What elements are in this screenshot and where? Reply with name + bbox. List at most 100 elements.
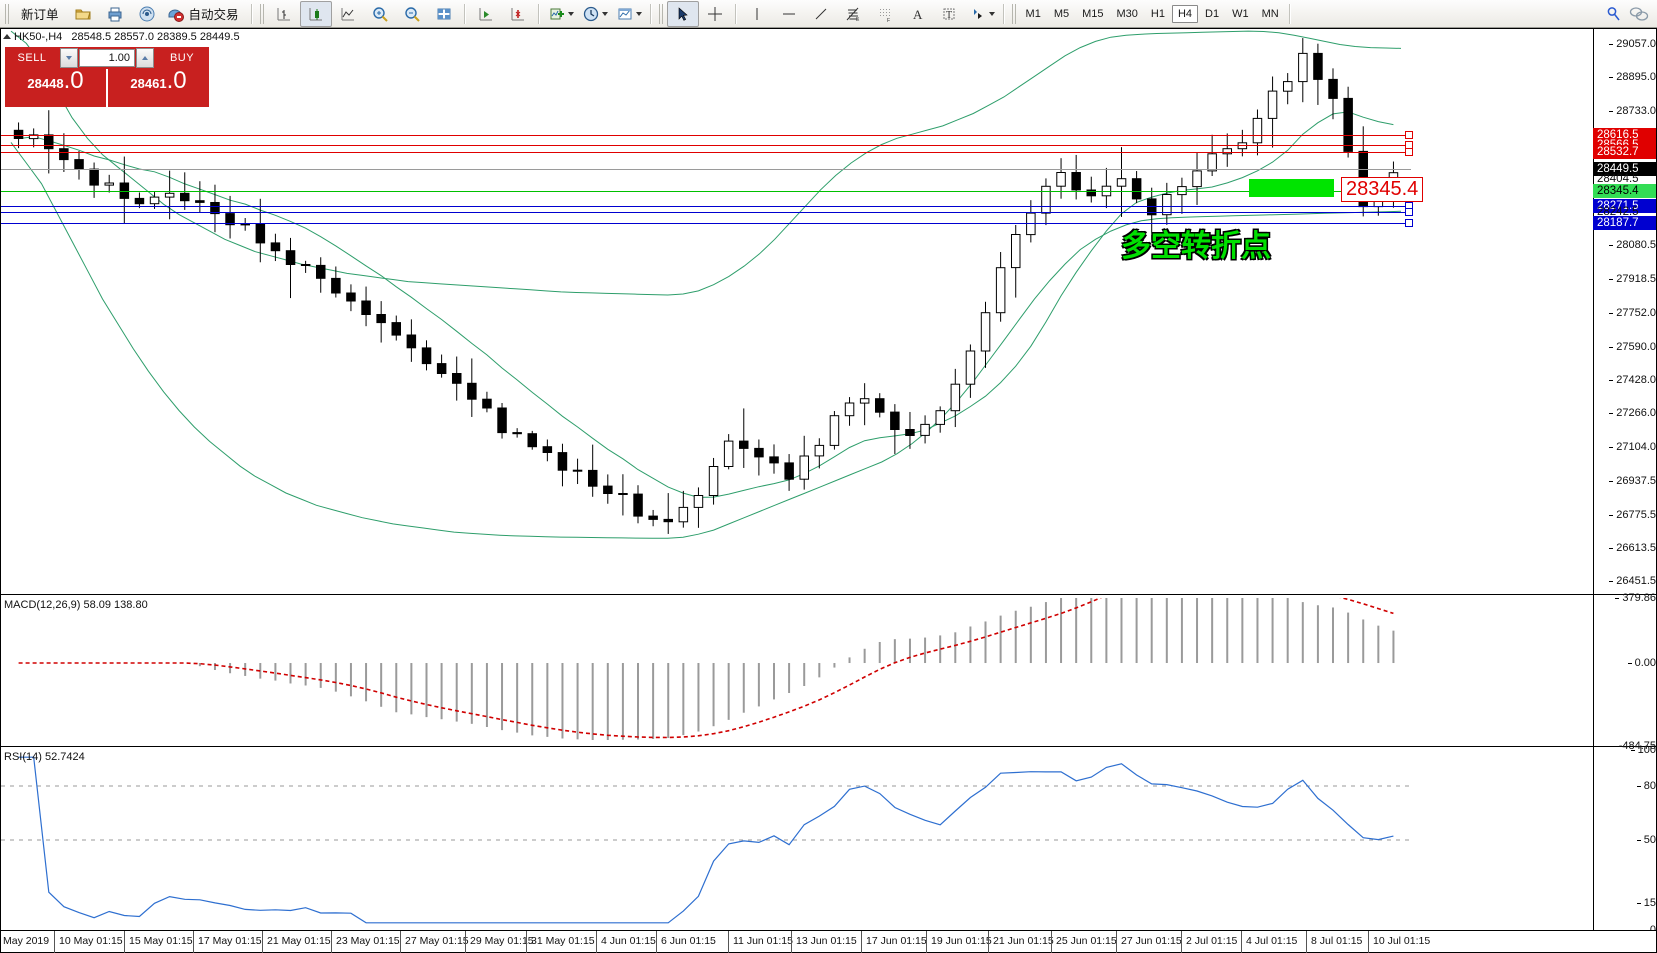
trendline-icon[interactable] [805,1,837,27]
shapes-icon[interactable] [965,1,999,27]
fibo-icon[interactable]: E [837,1,869,27]
zoom-out-icon[interactable] [396,1,428,27]
autotrade-button[interactable]: 自动交易 [163,1,247,27]
vline-icon[interactable] [741,1,773,27]
trade-price-row: 28448 .0 28461 .0 [5,69,209,107]
print-icon[interactable] [99,1,131,27]
line-chart-icon[interactable] [332,1,364,27]
time-separator [1181,931,1182,953]
buy-label[interactable]: BUY [155,47,209,69]
cursor-icon[interactable] [666,0,699,27]
timeframe-w1[interactable]: W1 [1232,7,1249,20]
bar-chart-icon[interactable] [268,1,300,27]
toolbar-grip-3[interactable] [658,3,664,24]
price-line-28532.7[interactable] [1,152,1411,154]
chart-ohlc: 28548.5 28557.0 28389.5 28449.5 [71,31,240,43]
toolbar-divider-3 [537,3,540,24]
volume-decrement-button[interactable] [60,48,78,68]
zoom-in-icon[interactable] [364,1,396,27]
time-tick: 10 Jul 01:15 [1373,935,1431,947]
channel-icon[interactable]: F [869,1,901,27]
new-order-button[interactable]: 新订单 [13,1,67,27]
chat-icon[interactable] [1629,5,1649,23]
timeframe-d1[interactable]: D1 [1205,7,1220,20]
price-line-28616.5[interactable] [1,134,1411,136]
time-separator [988,931,989,953]
candlestick-chart-icon[interactable] [299,0,332,27]
folder-icon[interactable] [67,1,99,27]
chevron-down-icon-4[interactable] [988,11,995,16]
text-icon[interactable]: A [901,1,933,27]
time-tick: 19 Jun 01:15 [931,935,992,947]
time-tick: 27 Jun 01:15 [1121,935,1182,947]
timeframe-m30[interactable]: M30 [1116,7,1138,20]
time-separator [331,931,332,953]
indicators-icon[interactable] [544,1,578,27]
price-pane[interactable]: 28345.4 多空转折点 [1,29,1656,594]
toolbar-divider-6 [1002,3,1005,24]
one-click-trading-panel[interactable]: SELL 1.00 BUY 28448 .0 28461 .0 [5,47,209,107]
price-line-28566.5[interactable] [1,145,1411,147]
macd-pane[interactable]: MACD(12,26,9) 58.09 138.80 [1,598,1656,746]
volume-control: 1.00 [59,47,155,69]
chevron-down-icon[interactable] [567,11,574,16]
sell-price-button[interactable]: 28448 .0 [5,69,108,107]
toolbar-divider [250,3,253,24]
timeframe-h1[interactable]: H1 [1150,7,1165,20]
search-icon[interactable] [1605,5,1623,23]
chart-window[interactable]: HK50-,H4 28548.5 28557.0 28389.5 28449.5… [0,28,1657,953]
price-line-handle[interactable] [1405,130,1413,139]
buy-price-button[interactable]: 28461 .0 [108,69,209,107]
timeframe-m5[interactable]: M5 [1053,7,1070,20]
time-separator [656,931,657,953]
timeframe-h4[interactable]: H4 [1171,4,1199,23]
toolbar-right-group [1605,5,1655,23]
period-icon[interactable] [578,1,612,27]
time-tick: 4 Jun 01:15 [601,935,656,947]
price-line-handle[interactable] [1405,208,1413,216]
price-line-28345.4[interactable] [1,190,1411,192]
macd-label: MACD(12,26,9) 58.09 138.80 [4,599,148,611]
crosshair-icon[interactable] [699,1,731,27]
timeframe-mn[interactable]: MN [1261,7,1279,20]
time-separator [465,931,466,953]
signal-icon[interactable] [131,1,163,27]
svg-text:T: T [946,10,952,21]
sell-price-decimal: .0 [63,67,84,94]
price-line-28187.7[interactable] [1,223,1411,225]
scroll-end-icon[interactable] [470,1,502,27]
time-separator [596,931,597,953]
time-separator [1306,931,1307,953]
price-line-handle[interactable] [1405,148,1413,157]
timeframe-m15[interactable]: M15 [1082,7,1104,20]
autotrade-icon [167,5,185,23]
volume-increment-button[interactable] [136,48,154,68]
templates-icon[interactable] [612,1,646,27]
chevron-down-icon-3[interactable] [635,11,642,16]
timeframe-m1[interactable]: M1 [1025,7,1041,20]
toolbar-grip-4[interactable] [1011,3,1017,24]
collapse-triangle-icon[interactable] [3,34,11,39]
time-separator [1368,931,1369,953]
sell-label[interactable]: SELL [5,47,59,69]
price-line-handle[interactable] [1405,219,1413,228]
shift-end-icon[interactable] [502,1,534,27]
time-axis[interactable]: May 2019 10 May 01:15 15 May 01:15 17 May 0… [1,930,1656,953]
volume-input[interactable]: 1.00 [79,49,135,67]
time-tick: 6 Jun 01:15 [661,935,716,947]
label-icon[interactable]: T [933,1,965,27]
toolbar-grip-2[interactable] [259,3,265,24]
chevron-down-icon-2[interactable] [601,11,608,16]
price-line-28271.5[interactable] [1,206,1411,208]
toolbar-grip[interactable] [5,3,10,24]
sell-price-integer: 28448 [27,76,64,91]
grid-icon[interactable] [428,1,460,27]
price-line-28449.5[interactable] [1,169,1411,171]
hline-icon[interactable] [773,1,805,27]
price-line-28242.5[interactable] [1,212,1411,213]
toolbar-divider-7 [1288,3,1291,24]
time-tick: 13 Jun 01:15 [796,935,857,947]
time-tick: 21 May 01:15 [267,935,331,947]
rsi-pane[interactable]: RSI(14) 52.7424 [1,750,1656,930]
toolbar-divider-5 [734,3,737,24]
